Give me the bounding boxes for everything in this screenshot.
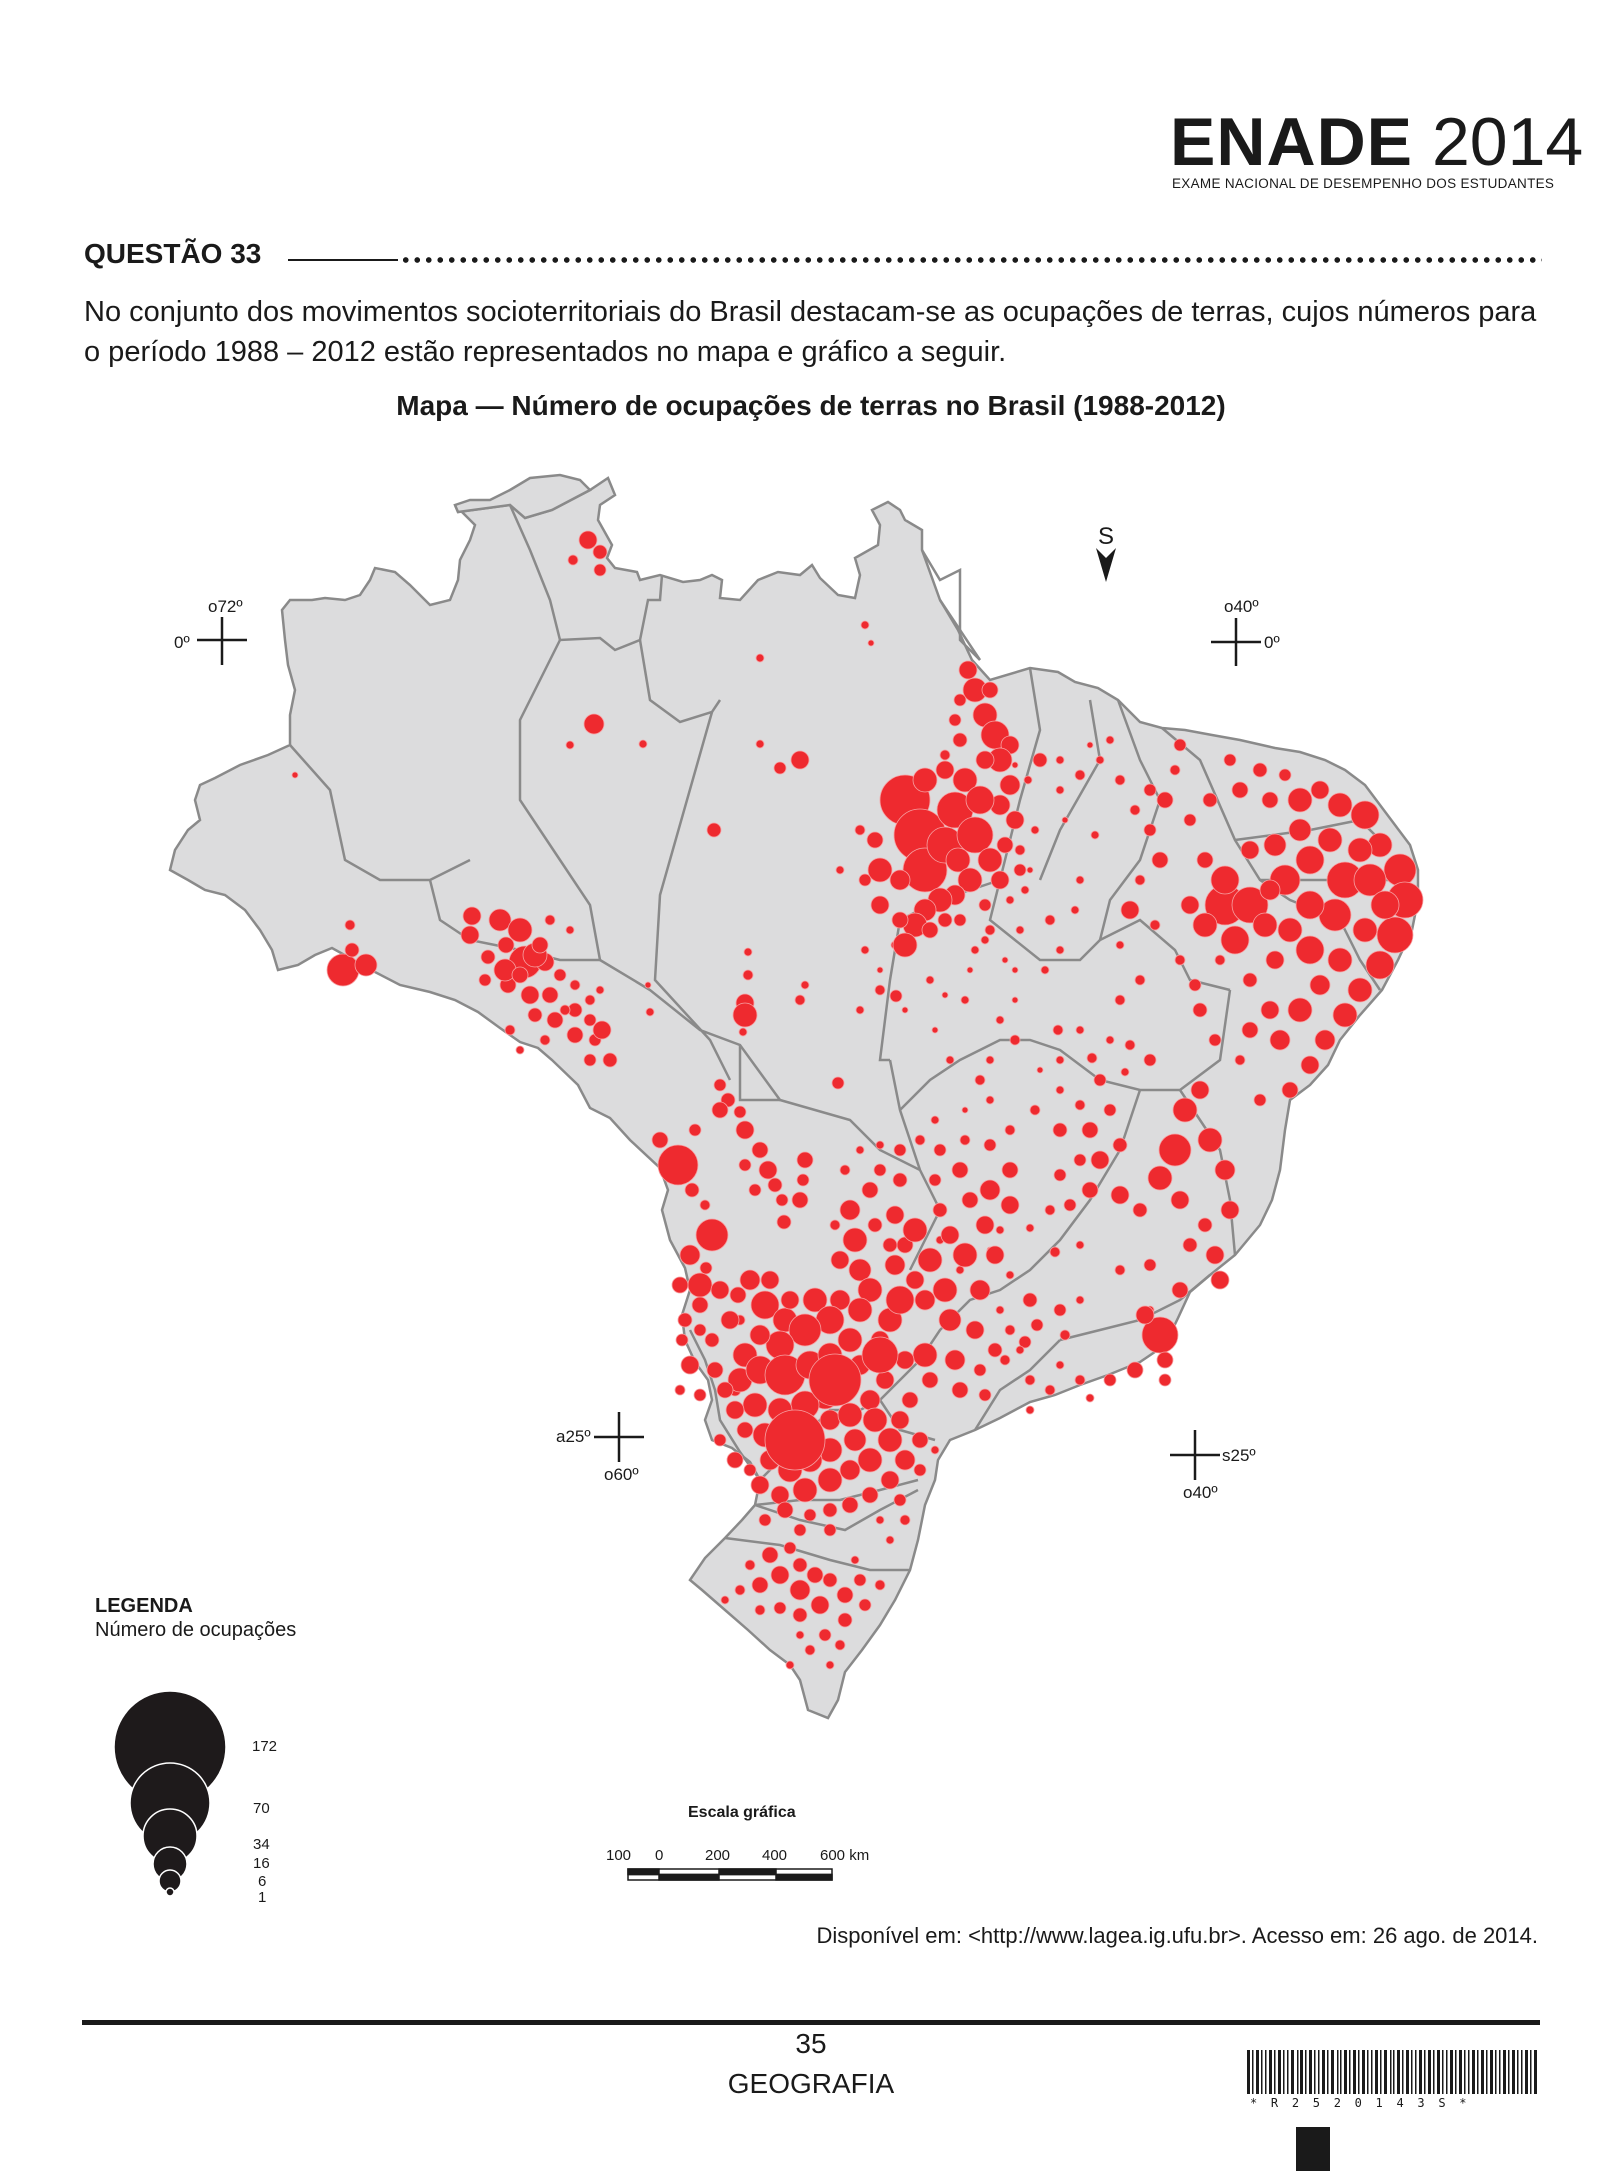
coord-label-lat: 0º <box>1264 633 1280 652</box>
scale-label: 100 <box>606 1847 632 1864</box>
coord-label-lon: o60º <box>604 1465 639 1484</box>
scale-label: 0 <box>655 1847 664 1864</box>
legend-label: 34 <box>253 1836 270 1853</box>
page-edge-tab <box>1296 2127 1330 2171</box>
legend-circles <box>113 1690 227 1897</box>
logo-subtitle: EXAME NACIONAL DE DESEMPENHO DOS ESTUDAN… <box>1172 176 1555 191</box>
scale-label: 200 <box>705 1847 731 1864</box>
legend-label: 70 <box>253 1800 270 1817</box>
logo-year: 2014 <box>1431 104 1584 180</box>
legend-label: 16 <box>253 1855 270 1872</box>
subject-label: GEOGRAFIA <box>727 2068 895 2099</box>
enade-logo: ENADE 2014 <box>1170 108 1583 176</box>
scale-bar <box>627 1868 833 1881</box>
coord-label-lon: o40º <box>1183 1483 1218 1502</box>
coord-label-lon: o40º <box>1224 597 1259 616</box>
brazil-outline <box>168 476 1420 1720</box>
scale-label: 400 <box>762 1847 788 1864</box>
question-label: QUESTÃO 33 <box>84 238 262 269</box>
legend-label: 1 <box>258 1889 267 1906</box>
crosshair-icon <box>197 617 1261 1480</box>
coord-label-lat: s25º <box>1222 1446 1256 1465</box>
logo-word: ENADE <box>1170 104 1414 180</box>
question-dotted-rule <box>400 255 1542 265</box>
legend-subtitle: Número de ocupações <box>95 1619 297 1641</box>
north-label: S <box>1098 523 1114 550</box>
source-citation: Disponível em: <http://www.lagea.ig.ufu.… <box>816 1923 1538 1948</box>
legend-title: LEGENDA <box>95 1595 193 1617</box>
legend-circle-1 <box>165 1887 175 1897</box>
barcode-icon <box>1247 2050 1537 2094</box>
legend-label: 6 <box>258 1873 267 1890</box>
coord-label-lat: a25º <box>556 1427 591 1446</box>
coord-label-lon: o72º <box>208 597 243 616</box>
occupation-points <box>291 530 1424 1670</box>
scale-label: 600 km <box>820 1847 870 1864</box>
scale-title: Escala gráfica <box>688 1804 796 1821</box>
north-arrow-icon <box>1096 548 1116 582</box>
map-title: Mapa — Número de ocupações de terras no … <box>396 390 1226 421</box>
page-number: 35 <box>795 2028 827 2059</box>
coord-label-lat: 0º <box>174 633 190 652</box>
barcode-text: *R2520143S* <box>1250 2096 1481 2110</box>
footer-rule <box>82 2020 1540 2025</box>
question-text: No conjunto dos movimentos socioterritor… <box>84 296 1537 368</box>
question-rule <box>288 259 398 261</box>
legend-label: 172 <box>252 1738 278 1755</box>
